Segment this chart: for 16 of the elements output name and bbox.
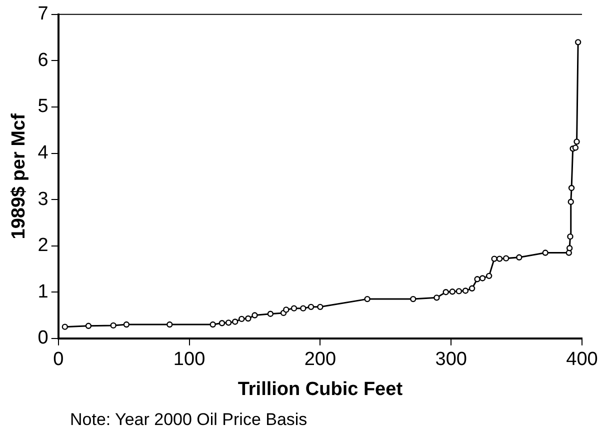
y-tick-label: 0 — [38, 328, 48, 349]
y-tick-label: 4 — [38, 142, 49, 164]
y-tick-label: 6 — [38, 50, 48, 71]
y-tick-label: 3 — [38, 188, 48, 210]
y-tick-label: 2 — [38, 235, 48, 256]
y-tick-label: 1 — [38, 281, 48, 302]
y-tick-label: 7 — [38, 4, 48, 25]
y-tick-label: 5 — [38, 96, 48, 118]
x-tick-label: 200 — [304, 349, 336, 370]
x-tick-label: 300 — [435, 349, 467, 370]
x-tick-label: 100 — [173, 349, 206, 370]
y-axis-title: 1989$ per Mcf — [8, 112, 30, 240]
x-axis-title: Trillion Cubic Feet — [238, 378, 404, 400]
text: Note: Year 2000 Oil Price Basis — [70, 410, 308, 430]
x-tick-label: 400 — [566, 349, 598, 370]
x-tick-label: 0 — [53, 349, 64, 370]
